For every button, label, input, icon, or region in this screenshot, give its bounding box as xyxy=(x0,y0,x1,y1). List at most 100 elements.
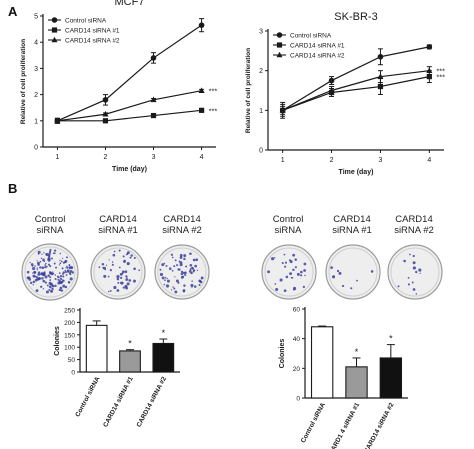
series-2: *** xyxy=(54,87,218,124)
series-line xyxy=(57,90,202,122)
series-line xyxy=(282,46,430,111)
x-tick-label: 2 xyxy=(330,157,334,164)
colony-dot xyxy=(412,261,416,265)
colony-dot xyxy=(48,285,52,288)
colony-dot xyxy=(275,288,279,291)
colony-dot xyxy=(48,252,51,255)
colony-dot xyxy=(172,286,174,288)
series-1: *** xyxy=(280,70,445,119)
colony-dot xyxy=(121,272,124,275)
category-label: Control siRNA xyxy=(300,401,327,444)
colony-dot xyxy=(274,257,276,259)
colony-dot xyxy=(411,281,414,284)
colony-dot xyxy=(59,259,61,262)
colony-dot xyxy=(173,265,176,268)
colony-dot xyxy=(289,260,293,264)
colony-dot xyxy=(34,265,36,267)
colony-dot xyxy=(71,271,74,274)
category-label: CARD1 4 siRNA #1 xyxy=(328,401,362,449)
colony-dot xyxy=(174,290,178,294)
colony-dot xyxy=(283,253,286,256)
colony-dot xyxy=(170,289,173,291)
colony-dot xyxy=(40,257,43,260)
data-point xyxy=(198,22,205,28)
bar xyxy=(119,350,141,373)
chart-title: SK-BR-3 xyxy=(334,11,377,23)
data-point xyxy=(51,27,58,33)
colony-dot xyxy=(190,283,194,287)
significance-label: *** xyxy=(436,67,445,76)
colony-dot xyxy=(53,249,57,252)
y-tick-label: 50 xyxy=(68,357,76,364)
colony-dot xyxy=(300,270,303,274)
colony-dot xyxy=(279,278,283,282)
colony-dot xyxy=(356,279,358,282)
legend-label: CARD14 siRNA #1 xyxy=(290,43,345,50)
colony-dot xyxy=(42,258,45,262)
colony-dot xyxy=(45,290,49,294)
colony-dot xyxy=(36,267,39,269)
legend-label: CARD14 siRNA #1 xyxy=(65,28,120,35)
x-tick-label: 4 xyxy=(427,157,431,164)
colony-dot xyxy=(51,257,53,260)
colony-dot xyxy=(170,253,174,256)
y-tick-label: 4 xyxy=(34,40,38,47)
colony-dot xyxy=(128,279,132,282)
colony-dot xyxy=(283,289,287,293)
colony-dot xyxy=(189,263,193,267)
colony-dot xyxy=(62,275,65,278)
dish-plate xyxy=(387,244,443,300)
colony-dot xyxy=(126,276,128,278)
colony-dot xyxy=(37,263,40,266)
colony-dot xyxy=(32,280,36,284)
colony-dot xyxy=(49,279,52,281)
colony-dot xyxy=(412,288,416,291)
significance-label: *** xyxy=(209,87,218,96)
colony-dot xyxy=(191,266,194,269)
colony-dot xyxy=(117,282,120,284)
colony-dot xyxy=(98,266,101,269)
colony-dot xyxy=(159,268,162,271)
colony-dot xyxy=(108,290,110,293)
dish-label-skbr3-card14-2: CARD14 siRNA #2 xyxy=(384,214,444,236)
colony-dot xyxy=(57,281,61,285)
dish-label-mcf7-control: Control siRNA xyxy=(20,214,80,236)
colony-dot xyxy=(51,285,54,287)
line-chart-skbr3_line: SK-BR-3 0 1 2 3 1 2 3 4 Time (day) Relative of cel… xyxy=(245,11,445,176)
colony-dot xyxy=(54,278,57,280)
colony-dot xyxy=(44,281,48,284)
data-point xyxy=(276,32,283,38)
colony-dot xyxy=(53,252,56,255)
data-point xyxy=(328,77,335,84)
colony-dot xyxy=(300,274,303,277)
x-tick-label: 1 xyxy=(55,154,59,161)
colony-dot xyxy=(28,276,30,278)
colony-dot xyxy=(32,267,36,271)
data-point xyxy=(426,44,433,50)
colony-dot xyxy=(336,269,340,273)
bar xyxy=(85,324,108,373)
data-point xyxy=(276,51,283,58)
dish-rim xyxy=(24,246,76,298)
colony-dot xyxy=(284,265,287,268)
colony-dot xyxy=(126,282,130,286)
colony-dot xyxy=(47,263,51,266)
dish-label-line2: siRNA #1 xyxy=(332,225,372,236)
colony-dot xyxy=(47,258,49,260)
colony-dot xyxy=(165,284,170,288)
colony-dot xyxy=(102,266,104,269)
colony-dot xyxy=(341,284,345,288)
colony-dot xyxy=(58,264,61,266)
colony-dot xyxy=(37,273,41,276)
data-point xyxy=(150,112,157,119)
colony-dot xyxy=(60,278,63,280)
colony-dot xyxy=(294,266,297,269)
data-point xyxy=(198,107,205,113)
colony-dot xyxy=(163,262,166,264)
colony-dot xyxy=(290,276,293,279)
colony-dot xyxy=(189,252,192,256)
y-tick-label: 250 xyxy=(64,308,75,315)
colony-dot xyxy=(331,275,336,279)
colony-dot xyxy=(122,270,125,274)
colony-dot xyxy=(32,274,36,278)
